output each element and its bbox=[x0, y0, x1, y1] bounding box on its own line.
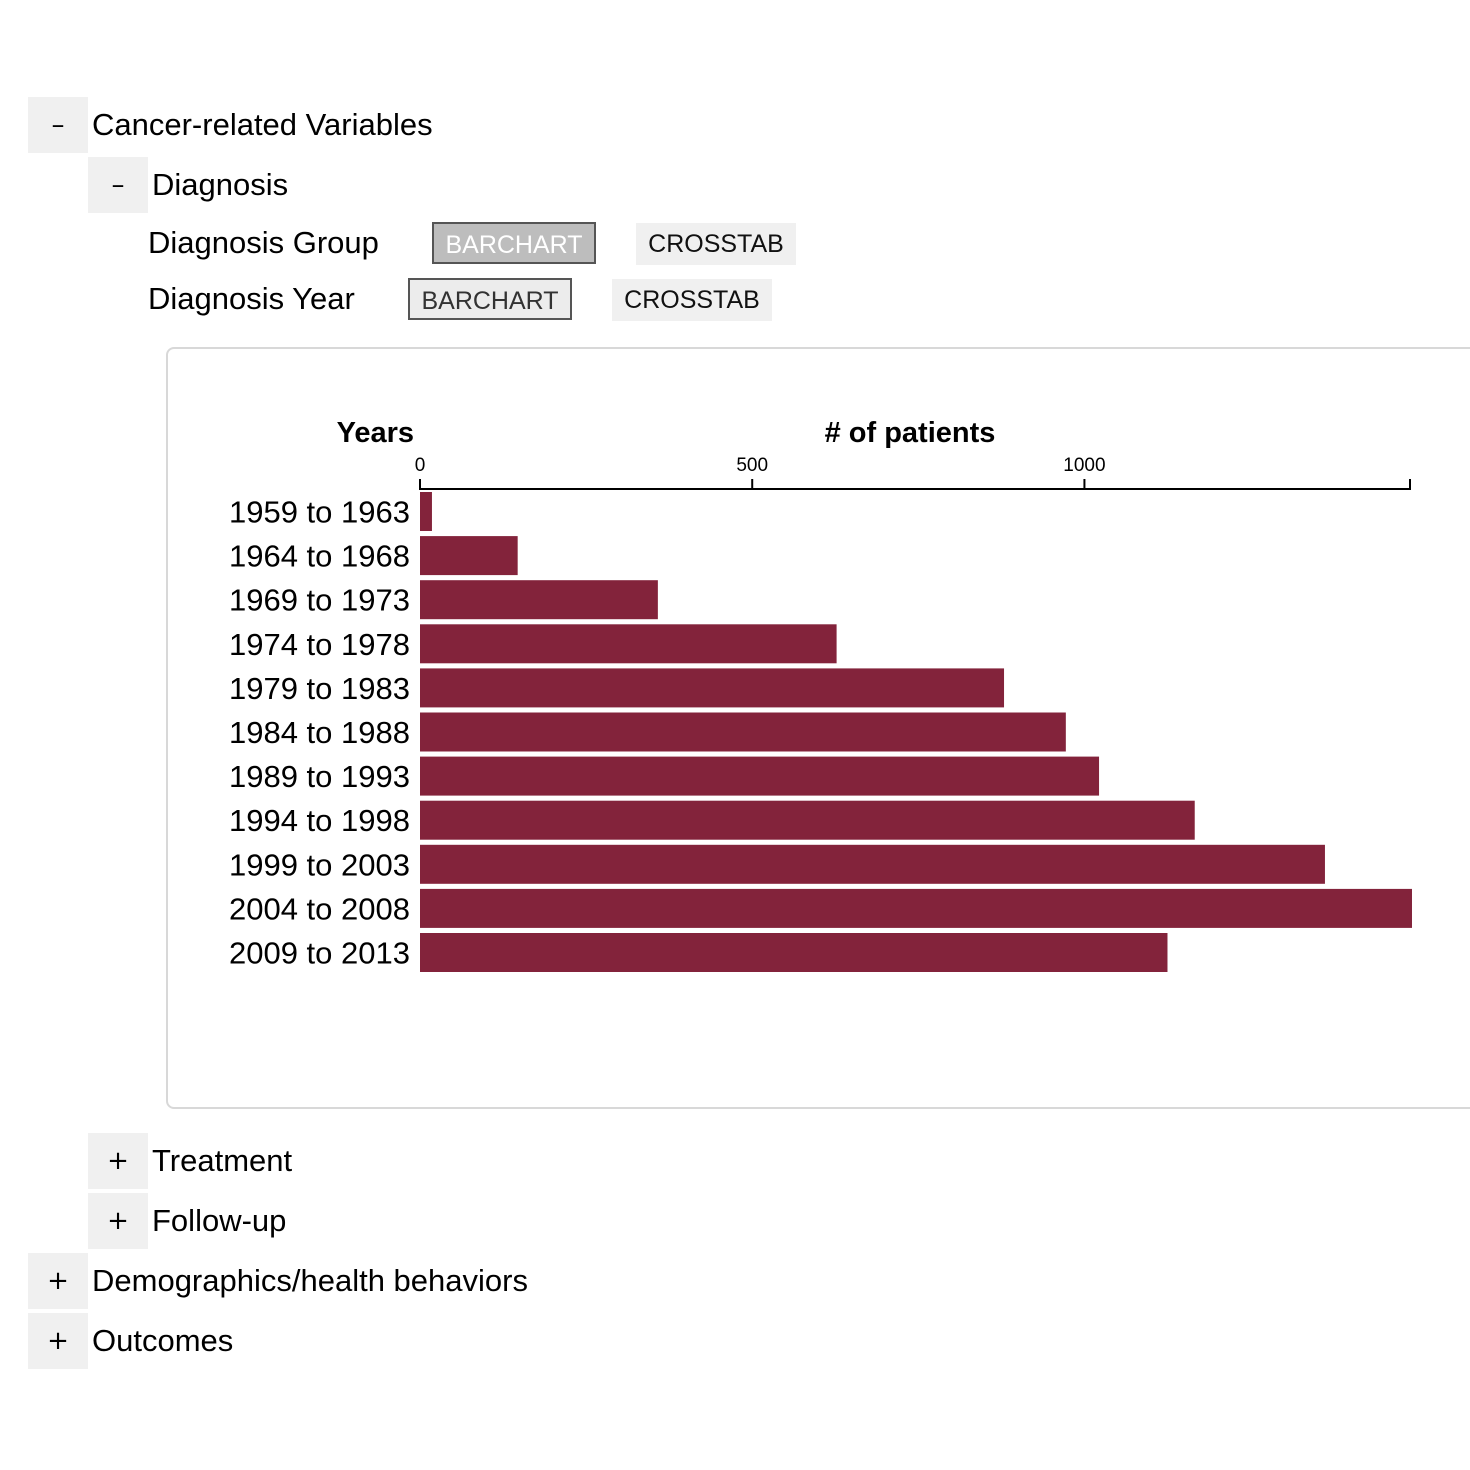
diagnosis-label[interactable]: Diagnosis bbox=[152, 167, 289, 202]
y-axis-title: Years bbox=[337, 417, 414, 449]
category-label: 2009 to 2013 bbox=[229, 936, 410, 971]
outcomes-expand-toggle[interactable]: + bbox=[28, 1313, 88, 1369]
bar bbox=[420, 668, 1005, 708]
category-label: 1979 to 1983 bbox=[229, 671, 410, 706]
bar bbox=[420, 844, 1325, 884]
bar bbox=[420, 756, 1100, 796]
bar bbox=[420, 933, 1168, 972]
category-label: 1989 to 1993 bbox=[229, 759, 410, 794]
demographics-expand-toggle[interactable]: + bbox=[28, 1253, 88, 1309]
treatment-expand-toggle[interactable]: + bbox=[88, 1133, 148, 1189]
diagnosis-year-label: Diagnosis Year bbox=[148, 281, 355, 316]
diagnosis-year-bar-chart: Years # of patients 0 500 1000 1959 to 1963 19… bbox=[229, 417, 1412, 972]
cancer-variables-collapse-toggle[interactable]: – bbox=[28, 97, 88, 153]
treatment-label[interactable]: Treatment bbox=[152, 1143, 293, 1178]
followup-label[interactable]: Follow-up bbox=[152, 1203, 287, 1238]
outcomes-label[interactable]: Outcomes bbox=[92, 1323, 234, 1358]
category-label: 1969 to 1973 bbox=[229, 583, 410, 618]
diagnosis-year-barchart-button[interactable]: BARCHART bbox=[408, 278, 572, 320]
category-label: 1994 to 1998 bbox=[229, 803, 410, 838]
bar bbox=[420, 712, 1066, 752]
diagnosis-group-barchart-button[interactable]: BARCHART bbox=[432, 222, 596, 264]
diagnosis-collapse-toggle[interactable]: – bbox=[88, 157, 148, 213]
x-tick-label: 1000 bbox=[1063, 455, 1105, 476]
bar bbox=[420, 536, 518, 576]
cancer-variables-label[interactable]: Cancer-related Variables bbox=[92, 107, 433, 142]
diagnosis-year-crosstab-button[interactable]: CROSSTAB bbox=[612, 279, 772, 321]
category-label: 1999 to 2003 bbox=[229, 847, 410, 882]
bar bbox=[420, 624, 837, 664]
category-label: 1959 to 1963 bbox=[229, 495, 410, 530]
diagnosis-group-label: Diagnosis Group bbox=[148, 225, 379, 260]
category-label: 1984 to 1988 bbox=[229, 715, 410, 750]
followup-expand-toggle[interactable]: + bbox=[88, 1193, 148, 1249]
bar bbox=[420, 888, 1412, 928]
diagnosis-year-chart-panel: Years # of patients 0 500 1000 1959 to 1963 19… bbox=[166, 347, 1470, 1109]
diagnosis-group-crosstab-button[interactable]: CROSSTAB bbox=[636, 223, 796, 265]
x-tick-label: 500 bbox=[736, 455, 768, 476]
x-tick-label: 0 bbox=[415, 455, 426, 476]
demographics-label[interactable]: Demographics/health behaviors bbox=[92, 1263, 528, 1298]
bar bbox=[420, 492, 432, 531]
x-axis-title: # of patients bbox=[825, 417, 996, 449]
bar bbox=[420, 580, 658, 620]
category-label: 2004 to 2008 bbox=[229, 891, 410, 926]
bar bbox=[420, 800, 1195, 840]
category-label: 1964 to 1968 bbox=[229, 539, 410, 574]
category-label: 1974 to 1978 bbox=[229, 627, 410, 662]
x-axis-line bbox=[419, 479, 1411, 490]
